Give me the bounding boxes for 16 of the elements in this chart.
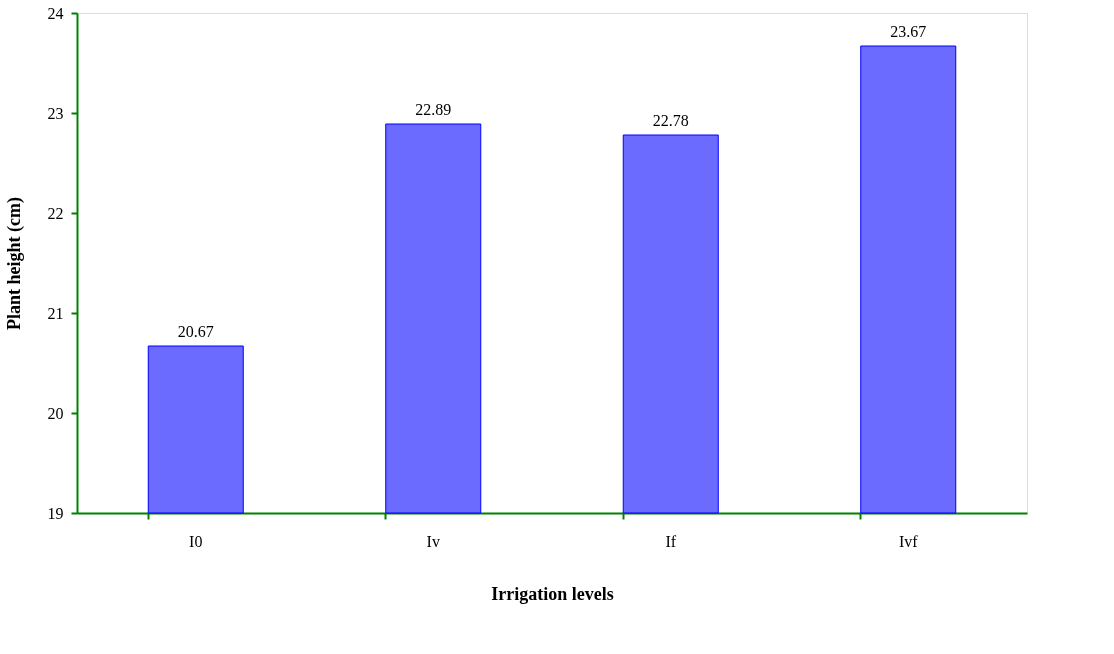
y-tick-label: 23 [47,104,64,122]
x-tick-label: I0 [189,532,203,550]
x-tick-label: If [665,532,677,550]
y-tick-label: 21 [47,304,64,322]
y-tick-label: 19 [47,504,64,522]
data-label: 22.89 [415,101,452,118]
x-tick-label: Ivf [898,532,919,550]
y-axis-title: Plant height (cm) [3,197,25,330]
data-label: 22.78 [652,112,689,129]
y-tick-label: 22 [47,204,64,222]
x-tick-label: Iv [426,532,440,550]
data-label: 23.67 [890,23,927,40]
x-axis-title: Irrigation levels [491,583,614,604]
y-tick-label: 24 [47,4,64,22]
y-tick-label: 20 [47,404,64,422]
data-label: 20.67 [177,323,214,340]
